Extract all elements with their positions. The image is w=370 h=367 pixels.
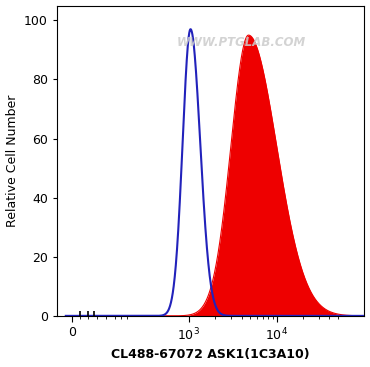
X-axis label: CL488-67072 ASK1(1C3A10): CL488-67072 ASK1(1C3A10) (111, 348, 310, 361)
Y-axis label: Relative Cell Number: Relative Cell Number (6, 95, 18, 227)
Text: WWW.PTGLAB.COM: WWW.PTGLAB.COM (177, 36, 306, 49)
